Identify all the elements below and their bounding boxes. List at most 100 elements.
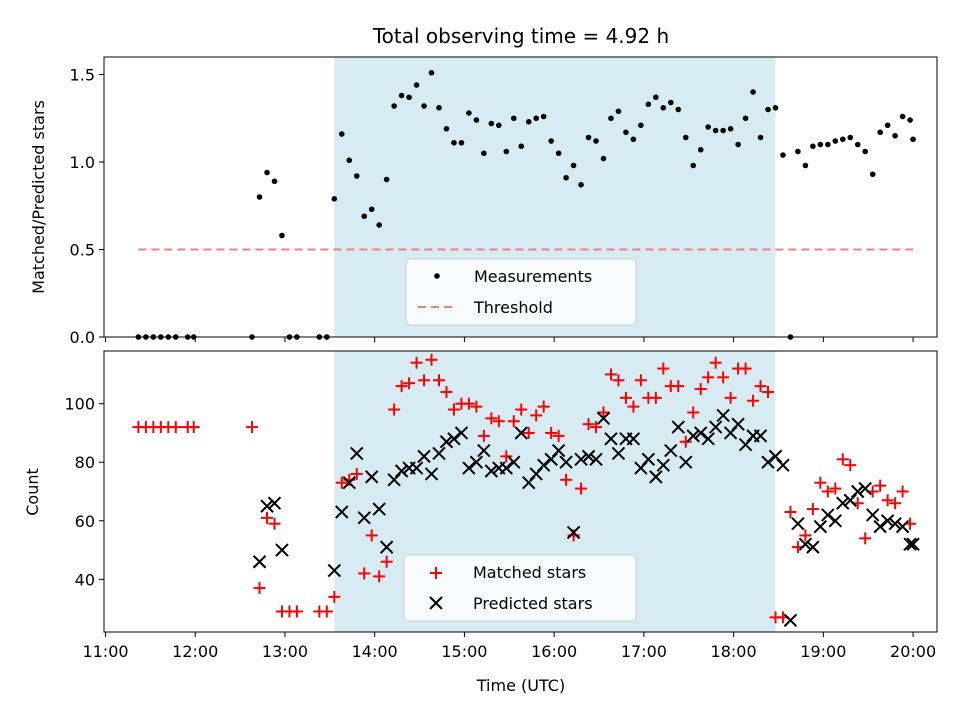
matched-stars-point [634, 374, 647, 387]
x-tick-label: 11:00 [82, 642, 128, 661]
measurement-point [750, 89, 756, 95]
legend-matched-label: Matched stars [473, 563, 586, 582]
predicted-stars-point [851, 484, 865, 499]
measurement-point [660, 104, 667, 111]
predicted-stars-point [559, 455, 573, 469]
measurement-point [585, 134, 592, 141]
matched-stars-point [492, 415, 505, 428]
predicted-stars-point [649, 470, 663, 484]
measurement-point [593, 138, 599, 144]
bottom-y-tick-label: 100 [64, 395, 95, 414]
matched-stars-point [522, 426, 535, 439]
matched-stars-point [373, 570, 386, 583]
matched-stars-point [881, 494, 894, 507]
matched-stars-point [290, 605, 303, 618]
top-x-ticks [104, 337, 914, 342]
matched-stars-point [679, 435, 692, 448]
matched-stars-point [410, 356, 423, 369]
matched-stars-point [889, 497, 902, 510]
measurement-point [391, 103, 397, 109]
measurement-point [466, 110, 472, 116]
measurement-point [338, 131, 345, 137]
predicted-stars-point [462, 461, 476, 475]
predicted-stars-point [686, 429, 700, 443]
predicted-stars-point [447, 432, 461, 446]
bottom-panel: 40 60 80 100 11:00 12:00 13:00 14:00 15:00 16:00… [23, 350, 938, 695]
measurement-point [825, 141, 831, 148]
matched-stars-point [672, 380, 685, 393]
predicted-stars-point [417, 449, 431, 464]
measurement-point [727, 125, 734, 132]
predicted-stars-point [477, 443, 491, 458]
measurement-point [406, 94, 412, 101]
measurement-point [413, 82, 420, 88]
predicted-stars-point [275, 543, 289, 557]
matched-stars-point [612, 374, 625, 387]
x-tick-label: 14:00 [352, 642, 398, 661]
matched-stars-point [836, 453, 849, 466]
predicted-stars-point [776, 458, 790, 472]
matched-stars-point [896, 485, 909, 498]
matched-stars-point [530, 409, 543, 422]
bottom-y-ticks: 40 60 80 100 [64, 395, 104, 589]
matched-stars-point [859, 532, 872, 545]
measurement-point [368, 206, 375, 213]
top-axes-frame [103, 56, 938, 338]
matched-stars-point [537, 400, 550, 413]
predicted-stars-point [342, 476, 356, 490]
predicted-stars-point [327, 563, 342, 578]
measurement-point [600, 155, 607, 162]
bottom-y-tick-label: 60 [75, 512, 95, 531]
predicted-stars-point [469, 455, 484, 469]
matched-stars-point [418, 374, 431, 387]
matched-stars-point [627, 400, 640, 413]
top-points [135, 69, 916, 340]
x-tick-label: 12:00 [172, 642, 218, 661]
predicted-stars-point [394, 464, 409, 478]
matched-stars-point [844, 459, 857, 472]
measurement-point [436, 104, 442, 111]
x-tick-label: 20:00 [890, 642, 936, 661]
predicted-stars-point [836, 496, 850, 510]
measurement-point [892, 132, 898, 139]
measurement-point [488, 120, 495, 127]
predicted-stars-point [372, 502, 386, 516]
measurement-point [503, 148, 510, 155]
matched-stars-point [485, 412, 498, 425]
measurement-point [271, 178, 278, 185]
x-tick-label: 17:00 [621, 642, 667, 661]
predicted-stars-point [761, 455, 775, 469]
measurement-point [869, 171, 876, 178]
measurement-point [862, 148, 869, 155]
predicted-stars-point [536, 458, 551, 472]
predicted-stars-point [611, 446, 626, 461]
measurement-point [653, 94, 659, 101]
bottom-y-tick-label: 80 [75, 453, 95, 472]
predicted-stars-point [858, 481, 872, 496]
matched-stars-point [477, 429, 490, 442]
predicted-stars-point [335, 505, 349, 519]
matched-stars-point [246, 421, 259, 434]
measurement-point [421, 103, 427, 109]
predicted-stars-point [873, 519, 887, 534]
measurement-point [832, 138, 839, 144]
measurement-point [346, 157, 353, 164]
matched-stars-point [784, 505, 797, 518]
measurement-point [623, 129, 629, 136]
predicted-stars-point [888, 516, 902, 531]
x-tick-label: 16:00 [531, 642, 577, 661]
predicted-stars-point [626, 432, 641, 446]
predicted-stars-point [791, 516, 805, 531]
matched-stars-point [560, 473, 573, 486]
measurement-point [742, 115, 749, 122]
matched-stars-point [261, 511, 274, 524]
bottom-legend: Matched stars Predicted stars [403, 554, 637, 622]
measurement-point [780, 152, 786, 158]
measurement-point [810, 143, 816, 150]
matched-stars-point [470, 400, 483, 413]
matched-stars-point [754, 380, 767, 393]
measurement-point [884, 122, 891, 129]
measurement-point [383, 176, 390, 183]
measurement-point [907, 117, 913, 123]
matched-stars-point [403, 377, 416, 390]
